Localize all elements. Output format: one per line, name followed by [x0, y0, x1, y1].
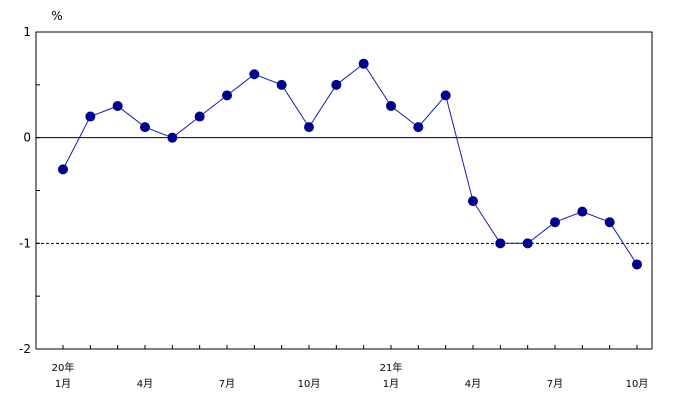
x-tick-year-label: 21年 — [380, 361, 403, 374]
data-point — [167, 132, 178, 143]
data-point — [85, 111, 96, 122]
data-point — [249, 69, 260, 80]
data-point — [577, 206, 588, 217]
data-point — [440, 90, 451, 101]
data-point — [495, 238, 506, 249]
data-point — [522, 238, 533, 249]
x-tick-label: 10月 — [626, 378, 649, 390]
y-tick-label: -1 — [19, 236, 31, 250]
x-tick-label: 1月 — [55, 378, 71, 390]
series-line — [62, 62, 638, 265]
data-point — [549, 217, 560, 228]
x-tick-label: 4月 — [465, 378, 481, 390]
x-tick-label: 1月 — [383, 378, 399, 390]
y-unit-label: % — [51, 9, 62, 23]
data-point — [139, 122, 150, 133]
y-tick-label: 1 — [23, 25, 31, 39]
series-polyline — [62, 62, 638, 265]
x-tick-year-label: 20年 — [52, 361, 75, 374]
data-point — [303, 122, 314, 133]
y-tick-label: -2 — [19, 342, 31, 356]
x-tick-label: 4月 — [137, 378, 153, 390]
data-point — [604, 217, 615, 228]
chart-axes — [35, 31, 653, 350]
data-point — [358, 58, 369, 69]
data-point — [221, 90, 232, 101]
tick-labels: 1 0 -1 -2% 20年 1月 4月 7月 10月 21年 1月 4月 7月 10月 — [19, 9, 648, 390]
x-tick-label: 10月 — [298, 378, 321, 390]
plot-frame — [35, 31, 653, 350]
data-point — [413, 122, 424, 133]
data-point — [385, 100, 396, 111]
y-tick-label: 0 — [23, 131, 31, 145]
data-point — [194, 111, 205, 122]
data-point — [58, 164, 68, 175]
x-tick-label: 7月 — [547, 378, 563, 390]
data-point — [276, 79, 287, 90]
data-point — [331, 79, 342, 90]
series-points — [58, 58, 642, 270]
x-tick-label: 7月 — [219, 378, 235, 390]
reference-lines — [36, 137, 652, 244]
data-point — [467, 196, 478, 207]
data-point — [631, 259, 642, 270]
data-point — [112, 100, 123, 111]
